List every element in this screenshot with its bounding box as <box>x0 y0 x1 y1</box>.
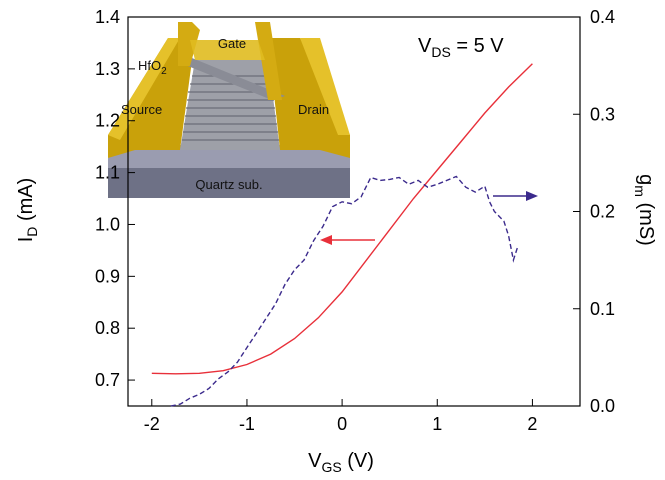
y2-axis-title: m <box>632 185 648 197</box>
y2-axis-title: g <box>635 174 657 185</box>
arrow-head <box>320 235 332 245</box>
inset-label: 2 <box>161 66 167 77</box>
y-tick-label: 1.1 <box>95 163 120 183</box>
x-axis-title: V <box>308 450 322 472</box>
y2-tick-label: 0.0 <box>590 396 615 416</box>
y2-axis-title: (mS) <box>635 197 657 246</box>
annotation: DS <box>431 44 450 60</box>
x-tick-label: 2 <box>527 414 537 434</box>
y-axis-title: (mA) <box>15 178 37 227</box>
inset-label: HfO <box>138 58 161 73</box>
y2-tick-label: 0.3 <box>590 104 615 124</box>
y-tick-label: 1.3 <box>95 59 120 79</box>
y2-axis-title: gm (mS) <box>632 174 657 246</box>
annotation: = 5 V <box>451 35 504 57</box>
y2-tick-label: 0.1 <box>590 299 615 319</box>
x-tick-label: 1 <box>432 414 442 434</box>
y-tick-label: 0.9 <box>95 266 120 286</box>
annotation: V <box>418 35 432 57</box>
y-tick-label: 0.8 <box>95 318 120 338</box>
y-tick-label: 1.2 <box>95 111 120 131</box>
x-axis-title: GS <box>321 459 341 475</box>
y-tick-label: 1.4 <box>95 7 120 27</box>
x-axis-title: (V) <box>342 450 374 472</box>
inset-label: Drain <box>298 102 329 117</box>
chart: Gate HfO2 Source Drain Quartz sub. VGS (… <box>0 0 665 475</box>
x-axis-title: VGS (V) <box>308 450 374 475</box>
inset-label: Source <box>121 102 162 117</box>
inset-label: Gate <box>218 36 246 51</box>
inset-label: Quartz sub. <box>195 177 262 192</box>
y-tick-label: 0.7 <box>95 370 120 390</box>
series-line <box>171 177 518 407</box>
x-tick-label: 0 <box>337 414 347 434</box>
x-tick-label: -2 <box>144 414 160 434</box>
x-tick-label: -1 <box>239 414 255 434</box>
y-axis-title: ID (mA) <box>15 178 40 243</box>
arrow-head <box>526 191 538 201</box>
y2-tick-label: 0.2 <box>590 202 615 222</box>
y-tick-label: 1.0 <box>95 214 120 234</box>
y2-tick-label: 0.4 <box>590 7 615 27</box>
y-axis-title: D <box>24 227 40 237</box>
annotation: VDS = 5 V <box>418 35 504 60</box>
